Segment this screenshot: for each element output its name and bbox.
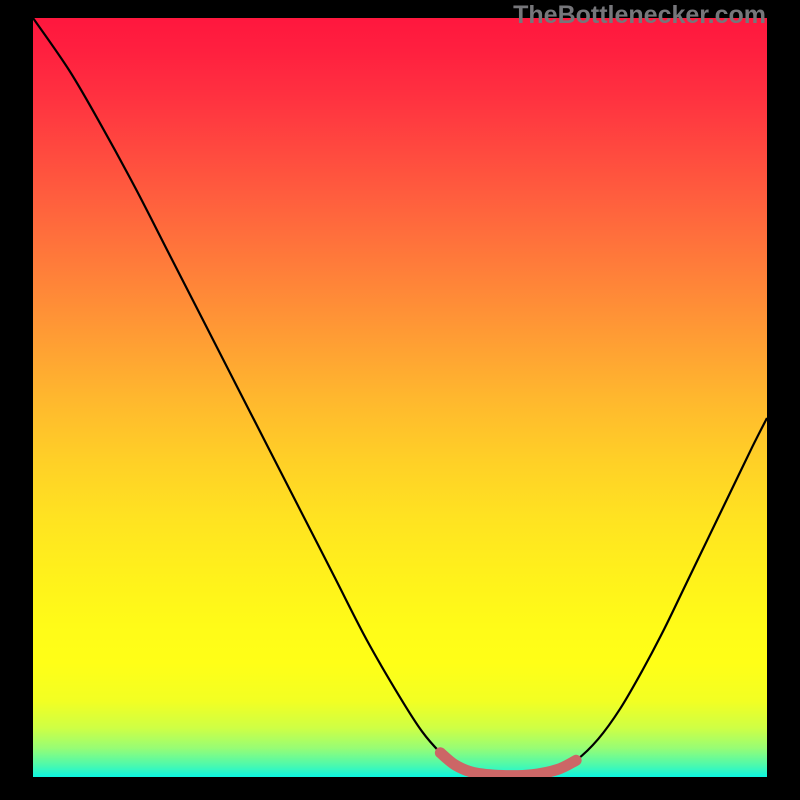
chart-svg [33, 18, 767, 777]
chart-background [33, 18, 767, 777]
watermark-link[interactable]: TheBottlenecker.com [513, 1, 766, 30]
chart-frame [33, 18, 767, 777]
